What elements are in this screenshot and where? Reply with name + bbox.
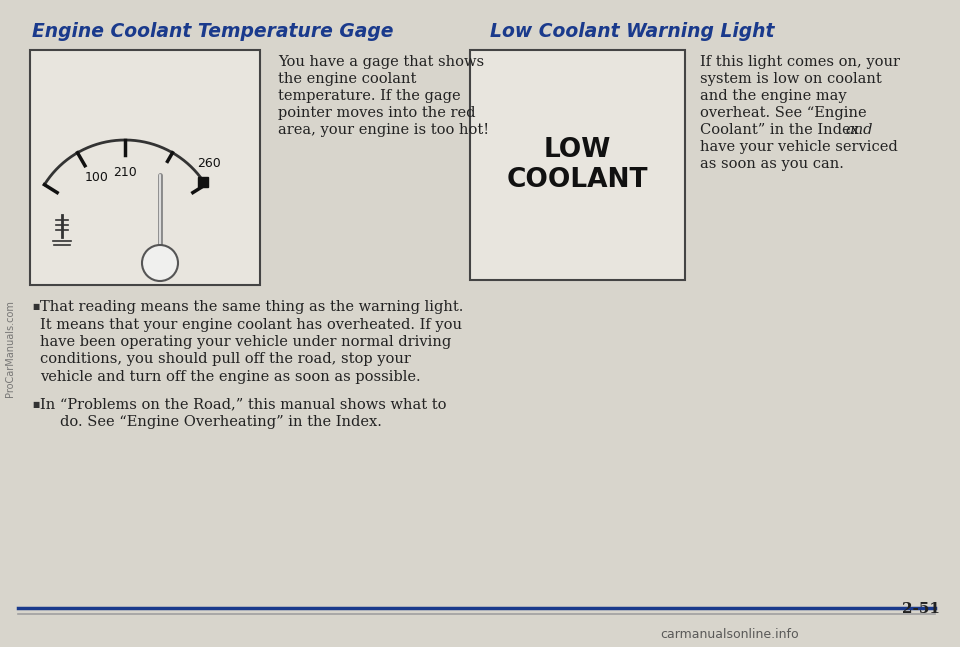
Text: In “Problems on the Road,” this manual shows what to: In “Problems on the Road,” this manual s… [40,397,446,411]
Text: Engine Coolant Temperature Gage: Engine Coolant Temperature Gage [32,22,394,41]
Text: and: and [845,123,873,137]
Text: do. See “Engine Overheating” in the Index.: do. See “Engine Overheating” in the Inde… [60,415,382,429]
Text: If this light comes on, your: If this light comes on, your [700,55,900,69]
Text: as soon as you can.: as soon as you can. [700,157,844,171]
Text: overheat. See “Engine: overheat. See “Engine [700,106,867,120]
Text: system is low on coolant: system is low on coolant [700,72,881,86]
Text: ■: ■ [32,302,39,311]
Text: pointer moves into the red: pointer moves into the red [278,106,475,120]
Bar [198,177,208,188]
Text: LOW: LOW [543,137,612,163]
Text: Low Coolant Warning Light: Low Coolant Warning Light [490,22,775,41]
Text: 260: 260 [198,157,221,170]
Text: ProCarManuals.com: ProCarManuals.com [5,300,15,397]
Text: That reading means the same thing as the warning light.: That reading means the same thing as the… [40,300,464,314]
Text: and the engine may: and the engine may [700,89,847,103]
Bar [30,50,260,285]
Text: have been operating your vehicle under normal driving: have been operating your vehicle under n… [40,335,451,349]
Text: 2-51: 2-51 [902,602,940,616]
Circle shape [142,245,178,281]
Text: temperature. If the gage: temperature. If the gage [278,89,461,103]
Text: You have a gage that shows: You have a gage that shows [278,55,484,69]
Text: the engine coolant: the engine coolant [278,72,417,86]
Text: carmanualsonline.info: carmanualsonline.info [660,628,800,641]
Text: have your vehicle serviced: have your vehicle serviced [700,140,898,154]
Text: ■: ■ [32,399,39,408]
Text: COOLANT: COOLANT [507,167,648,193]
Bar [470,50,685,280]
Text: vehicle and turn off the engine as soon as possible.: vehicle and turn off the engine as soon … [40,370,420,384]
Text: area, your engine is too hot!: area, your engine is too hot! [278,123,490,137]
Text: Coolant” in the Index: Coolant” in the Index [700,123,863,137]
Text: conditions, you should pull off the road, stop your: conditions, you should pull off the road… [40,353,411,366]
Text: It means that your engine coolant has overheated. If you: It means that your engine coolant has ov… [40,318,462,331]
Text: 100: 100 [84,171,108,184]
Text: 210: 210 [113,166,137,179]
